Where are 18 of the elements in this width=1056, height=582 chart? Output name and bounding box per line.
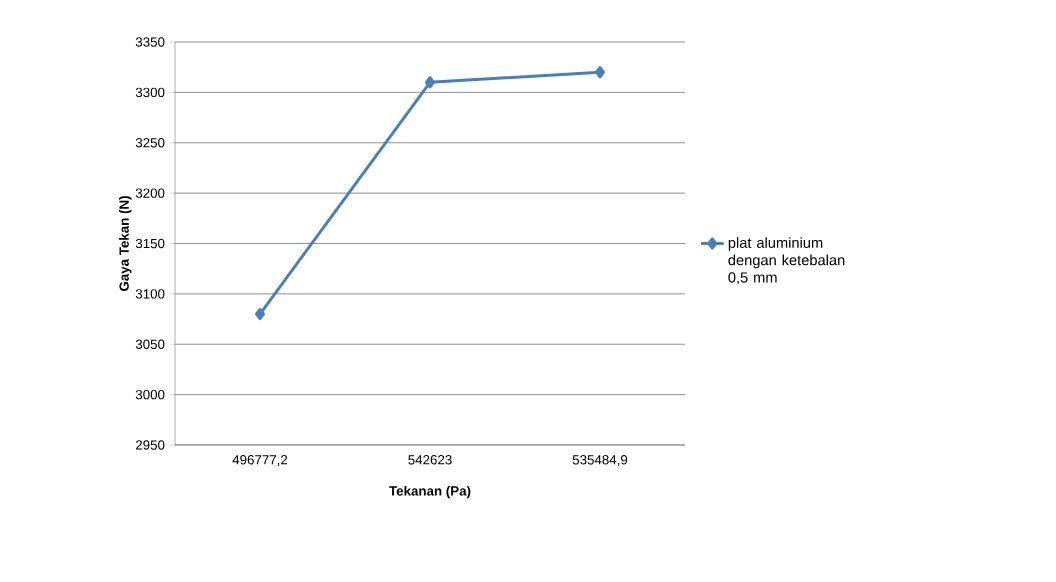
y-tick-label: 3150 bbox=[135, 238, 165, 249]
y-tick-label: 3000 bbox=[135, 389, 165, 400]
y-axis-title: Gaya Tekan (N) bbox=[119, 196, 132, 291]
x-tick-label: 496777,2 bbox=[232, 455, 288, 467]
point bbox=[595, 66, 605, 79]
x-axis-title: Tekanan (Pa) bbox=[389, 485, 471, 499]
point bbox=[255, 307, 265, 321]
legend-label: plat aluminium dengan ketebalan 0,5 mm bbox=[728, 237, 845, 285]
x-tick-label: 535484,9 bbox=[572, 455, 628, 467]
y-tick-label: 3350 bbox=[135, 37, 165, 47]
y-tick-label: 3250 bbox=[135, 138, 165, 148]
point bbox=[425, 76, 435, 89]
y-tick-label: 3100 bbox=[135, 289, 165, 299]
y-tick-label: 3200 bbox=[135, 188, 165, 198]
x-tick-label: 542623 bbox=[408, 455, 452, 465]
y-tick-label: 2950 bbox=[135, 440, 165, 450]
y-tick-label: 3300 bbox=[135, 87, 165, 98]
y-tick-label: 3050 bbox=[135, 339, 165, 349]
